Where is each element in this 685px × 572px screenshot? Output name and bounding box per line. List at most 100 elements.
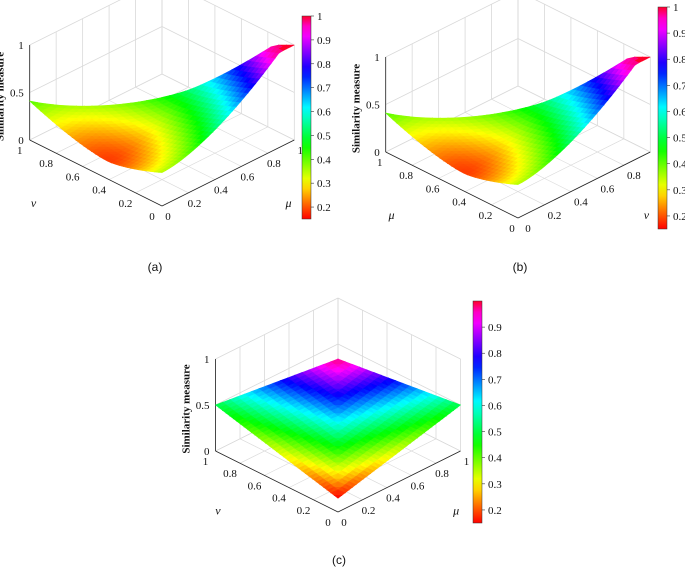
- mu-axis-line: [385, 151, 519, 219]
- colorbar-tick-label: 0.3: [673, 185, 685, 197]
- colorbar-tick-label: 0.6: [317, 107, 331, 119]
- nu-axis-line: [517, 151, 651, 219]
- grid-line: [161, 26, 295, 93]
- nu-tick-label: 0.4: [92, 185, 106, 197]
- nu-tick-label: 0.8: [39, 158, 53, 170]
- z-tick-label: 0.5: [196, 400, 210, 412]
- mu-tick-label: 1: [464, 456, 470, 468]
- colorbar: 0.2 0.3 0.4 0.5 0.6 0.7 0.8 0.9 1: [657, 2, 685, 230]
- surface-facet: [514, 182, 523, 185]
- grid-line: [337, 343, 461, 406]
- nu-tick-label: 0.6: [66, 171, 80, 183]
- colorbar-gradient: [472, 300, 483, 524]
- nu-tick-label: 0.4: [272, 493, 286, 505]
- surface: [28, 44, 295, 173]
- mu-tick-label: 0.6: [411, 480, 425, 492]
- nu-tick-label: 0.4: [574, 197, 588, 209]
- colorbar-tick-label: 1: [673, 2, 679, 14]
- nu-tick-label: 0.8: [627, 170, 641, 182]
- z-tick-label: 0: [18, 135, 24, 147]
- nu-tick-label: 0.2: [548, 210, 562, 222]
- colorbar-tick-label: 0.5: [488, 427, 502, 439]
- colorbar-tick-label: 0.6: [673, 106, 685, 118]
- colorbar-tick-label: 0.2: [317, 202, 331, 214]
- mu-tick-label: 0: [341, 517, 347, 529]
- colorbar-tick-label: 0.4: [488, 453, 502, 465]
- z-tick-label: 0: [204, 446, 210, 458]
- mu-tick-label: 1: [298, 145, 304, 157]
- mu-axis-label: μ: [388, 208, 395, 222]
- surface: [214, 358, 462, 499]
- z-axis-label: Similarity measure: [181, 364, 193, 453]
- nu-tick-label: 0.8: [223, 468, 237, 480]
- z-axis-label: Similarity measure: [0, 52, 7, 141]
- axes: 00.20.40.60.8100.20.40.60.8100.51μνSimil…: [0, 40, 303, 223]
- mu-tick-label: 0.8: [267, 158, 281, 170]
- nu-axis-label: ν: [31, 196, 37, 210]
- grid-line: [337, 297, 461, 360]
- colorbar-tick-label: 0.3: [488, 479, 502, 491]
- mu-tick-label: 0.6: [426, 183, 440, 195]
- colorbar-gradient: [301, 15, 312, 220]
- grid-line: [535, 0, 651, 58]
- colorbar-tick-label: 0.7: [673, 80, 685, 92]
- nu-tick-label: 0: [149, 211, 155, 223]
- axes: 00.20.40.60.8100.20.40.60.8100.51μνSimil…: [351, 52, 663, 235]
- colorbar-tick-label: 0.2: [488, 505, 502, 517]
- panel-label: (a): [148, 260, 163, 274]
- colorbar: 0.2 0.3 0.4 0.5 0.6 0.7 0.8 0.9 1: [301, 11, 331, 220]
- colorbar-tick-label: 0.5: [673, 133, 685, 145]
- mu-tick-label: 0: [165, 211, 171, 223]
- colorbar-tick-label: 0.8: [673, 54, 685, 66]
- z-tick-label: 1: [204, 354, 210, 366]
- panel-b: 00.20.40.60.8100.20.40.60.8100.51μνSimil…: [351, 0, 685, 274]
- grid-line: [215, 343, 339, 406]
- panel-c: 00.20.40.60.8100.20.40.60.8100.51μνSimil…: [181, 297, 502, 567]
- mu-axis-label: μ: [284, 196, 291, 210]
- nu-tick-label: 0.2: [119, 198, 133, 210]
- mu-tick-label: 0.2: [188, 198, 202, 210]
- grid-line: [491, 138, 624, 206]
- surface: [384, 56, 651, 185]
- mu-tick-label: 0: [509, 223, 515, 235]
- colorbar-tick-label: 0.8: [317, 59, 331, 71]
- z-tick-label: 1: [374, 52, 380, 64]
- z-tick-label: 0: [374, 147, 380, 159]
- z-tick-label: 0.5: [366, 100, 380, 112]
- grid-line: [29, 0, 121, 46]
- surface-facet: [333, 495, 343, 499]
- z-axis-label: Similarity measure: [351, 64, 363, 153]
- nu-tick-label: 0.6: [248, 480, 262, 492]
- colorbar-tick-label: 0.4: [673, 159, 685, 171]
- surface-facet: [158, 170, 167, 173]
- colorbar-tick-label: 1: [317, 11, 323, 23]
- colorbar-tick-label: 0.7: [317, 83, 331, 95]
- colorbar-tick-label: 0.9: [673, 28, 685, 40]
- nu-tick-label: 0: [325, 517, 331, 529]
- colorbar-tick-label: 0.5: [317, 130, 331, 142]
- colorbar-tick-label: 0.7: [488, 374, 502, 386]
- colorbar-gradient: [657, 6, 668, 230]
- grid-line: [215, 297, 339, 360]
- nu-tick-label: 0.6: [601, 183, 615, 195]
- colorbar-tick-label: 0.6: [488, 400, 502, 412]
- panel-label: (b): [513, 260, 528, 274]
- colorbar-tick-label: 0.8: [488, 348, 502, 360]
- nu-axis-label: ν: [215, 504, 221, 518]
- grid-line: [385, 38, 519, 105]
- grid-line: [29, 26, 163, 93]
- nu-tick-label: 0.2: [297, 505, 311, 517]
- panel-label: (c): [332, 553, 346, 567]
- z-tick-label: 0.5: [10, 88, 24, 100]
- mu-tick-label: 0.4: [452, 197, 466, 209]
- colorbar: 0.2 0.3 0.4 0.5 0.6 0.7 0.8 0.9: [472, 300, 502, 524]
- z-tick-label: 1: [18, 40, 24, 52]
- colorbar-tick-label: 0.4: [317, 154, 331, 166]
- colorbar-tick-label: 0.3: [317, 178, 331, 190]
- mu-axis-line: [161, 139, 295, 207]
- mu-tick-label: 0.2: [362, 505, 376, 517]
- grid-line: [517, 38, 651, 105]
- grid-line: [203, 0, 295, 46]
- mu-tick-label: 0.4: [386, 493, 400, 505]
